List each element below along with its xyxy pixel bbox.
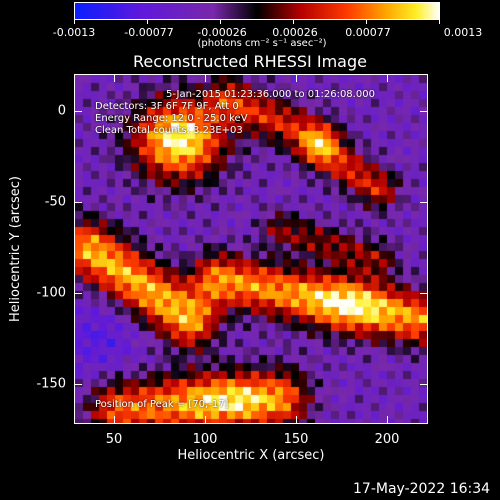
info-clean: Clean Total counts: 3.23E+03	[95, 125, 243, 136]
colorbar-label: -0.00026	[197, 26, 247, 39]
y-tick-label: -100	[36, 285, 66, 301]
y-tick-label: -150	[36, 376, 66, 392]
colorbar-tick	[293, 20, 294, 24]
y-tick-label: 0	[57, 103, 66, 119]
colorbar-label: -0.00077	[124, 26, 174, 39]
rhessi-image	[75, 75, 427, 423]
colorbar-label: 0.0013	[443, 26, 483, 39]
plot-title: Reconstructed RHESSI Image	[133, 52, 367, 71]
colorbar-tick	[439, 20, 440, 24]
colorbar-tick	[74, 20, 75, 24]
x-tick-label: 200	[374, 432, 400, 447]
x-tick-label: 100	[192, 432, 218, 447]
info-energy: Energy Range: 12.0 - 25.0 keV	[95, 113, 248, 124]
timestamp: 17-May-2022 16:34	[353, 481, 491, 497]
colorbar-tick	[220, 20, 221, 24]
colorbar	[74, 2, 440, 20]
info-time-range: 5-Jan-2015 01:23:36.000 to 01:26:08.000	[166, 89, 375, 100]
y-axis-label: Heliocentric Y (arcsec)	[8, 176, 23, 322]
image-plot: 5-Jan-2015 01:23:36.000 to 01:26:08.000 …	[74, 74, 428, 424]
y-tick-label: -50	[44, 194, 66, 210]
colorbar-tick	[147, 20, 148, 24]
x-tick-label: 150	[283, 432, 309, 447]
x-axis-label: Heliocentric X (arcsec)	[177, 448, 325, 463]
colorbar-label: -0.0013	[52, 26, 96, 39]
colorbar-units: (photons cm⁻² s⁻¹ asec⁻²)	[197, 38, 327, 49]
colorbar-label: 0.00077	[345, 26, 391, 39]
x-tick-label: 50	[105, 432, 123, 447]
colorbar-label: 0.00026	[272, 26, 318, 39]
colorbar-tick	[366, 20, 367, 24]
info-detectors: Detectors: 3F 6F 7F 9F, Att 0	[95, 101, 239, 112]
info-peak: Position of Peak = [70,-17]	[95, 399, 229, 410]
